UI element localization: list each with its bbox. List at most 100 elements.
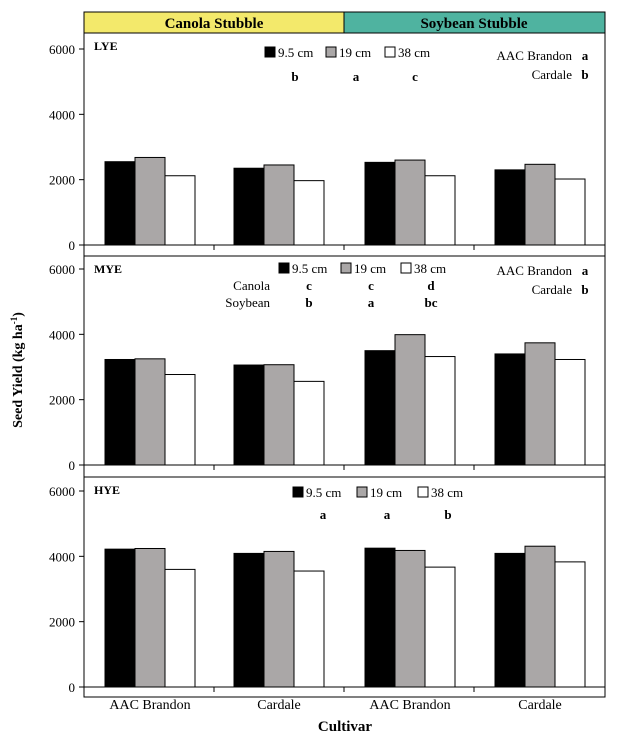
y-tick-label-hye-6000: 6000 [49,484,75,499]
y-tick-label-mye-0: 0 [69,458,76,473]
legend-label-hye-2: 19 cm [370,485,402,500]
legend-label-lye-3: 38 cm [398,45,430,60]
letter-row-label-mye-2: Soybean [225,295,270,310]
bar-mye-19-cm-3 [394,334,426,466]
bar-hye-38-cm-4 [554,561,586,688]
bar-lye-19-cm-3 [394,159,426,246]
bar-mye-19-cm-4 [524,342,556,466]
bar-mye-19-cm-1 [134,358,166,466]
y-tick-label-lye-0: 0 [69,238,76,253]
sig-letter-mye-2-1: b [305,295,312,310]
bar-lye-19-cm-2 [263,164,295,246]
y-tick-label-lye-2000: 2000 [49,173,75,188]
sig-letter-hye-1-2: a [384,507,391,522]
soybean-header-label: Soybean Stubble [420,16,527,32]
y-tick-label-mye-6000: 6000 [49,262,75,277]
legend-swatch-lye-1 [264,46,276,58]
legend-label-mye-1: 9.5 cm [292,261,327,276]
bar-hye-38-cm-1 [164,568,196,688]
bar-lye-9-5-cm-2 [233,167,265,246]
legend-swatch-hye-2 [356,486,368,498]
category-label-4: Cardale [518,698,562,713]
bar-hye-9-5-cm-2 [233,552,265,688]
bar-hye-19-cm-2 [263,550,295,688]
bar-mye-9-5-cm-2 [233,364,265,466]
sig-letter-mye-1-3: d [427,278,435,293]
panel-name-hye: HYE [94,483,120,497]
legend-label-lye-2: 19 cm [339,45,371,60]
category-label-1: AAC Brandon [109,698,190,713]
bar-hye-38-cm-3 [424,566,456,688]
y-tick-label-lye-4000: 4000 [49,107,75,122]
legend-label-mye-2: 19 cm [354,261,386,276]
cultivar-letter-mye-2: b [581,282,588,297]
cultivar-name-mye-1: AAC Brandon [497,263,573,278]
sig-letter-hye-1-1: a [320,507,327,522]
legend-swatch-lye-2 [325,46,337,58]
sig-letter-lye-1-1: b [291,69,298,84]
y-tick-label-mye-2000: 2000 [49,393,75,408]
legend-swatch-mye-1 [278,262,290,274]
legend-label-hye-1: 9.5 cm [306,485,341,500]
legend-label-hye-3: 38 cm [431,485,463,500]
bar-lye-38-cm-2 [293,180,325,246]
bar-hye-19-cm-1 [134,547,166,688]
y-tick-label-hye-4000: 4000 [49,549,75,564]
sig-letter-mye-1-2: c [368,278,374,293]
cultivar-name-lye-1: AAC Brandon [497,48,573,63]
panel-frame-hye [83,476,606,698]
y-tick-label-hye-2000: 2000 [49,615,75,630]
bar-mye-19-cm-2 [263,364,295,466]
y-tick-label-hye-0: 0 [69,680,76,695]
bar-lye-9-5-cm-4 [494,169,526,246]
category-label-3: AAC Brandon [369,698,450,713]
bar-hye-38-cm-2 [293,570,325,688]
panel-name-lye: LYE [94,39,118,53]
sig-letter-lye-1-2: a [353,69,360,84]
sig-letter-hye-1-3: b [444,507,451,522]
cultivar-letter-lye-2: b [581,67,588,82]
legend-label-mye-3: 38 cm [414,261,446,276]
cultivar-name-lye-2: Cardale [532,67,573,82]
cultivar-name-mye-2: Cardale [532,282,573,297]
letter-row-label-mye-1: Canola [233,278,270,293]
bar-mye-9-5-cm-3 [364,350,396,466]
legend-swatch-hye-3 [417,486,429,498]
panel-name-mye: MYE [94,262,122,276]
legend-swatch-hye-1 [292,486,304,498]
y-tick-label-lye-6000: 6000 [49,42,75,57]
bar-lye-9-5-cm-3 [364,161,396,246]
legend-swatch-mye-3 [400,262,412,274]
bar-lye-9-5-cm-1 [104,161,136,246]
bar-mye-38-cm-3 [424,356,456,466]
bar-hye-19-cm-3 [394,549,426,688]
bar-hye-9-5-cm-3 [364,547,396,688]
bar-mye-9-5-cm-1 [104,358,136,466]
category-label-2: Cardale [257,698,301,713]
sig-letter-mye-2-2: a [368,295,375,310]
legend-swatch-mye-2 [340,262,352,274]
bar-mye-38-cm-1 [164,374,196,466]
bar-lye-38-cm-3 [424,175,456,246]
cultivar-letter-mye-1: a [582,263,589,278]
bar-mye-9-5-cm-4 [494,353,526,466]
sig-letter-mye-1-1: c [306,278,312,293]
y-axis-title: Seed Yield (kg ha-1) [9,312,26,428]
bar-hye-19-cm-4 [524,545,556,688]
bar-mye-38-cm-2 [293,380,325,466]
legend-label-lye-1: 9.5 cm [278,45,313,60]
bar-lye-19-cm-1 [134,156,166,246]
canola-header-label: Canola Stubble [165,16,264,32]
bar-hye-9-5-cm-1 [104,548,136,688]
bar-hye-9-5-cm-4 [494,552,526,688]
y-tick-label-mye-4000: 4000 [49,327,75,342]
cultivar-letter-lye-1: a [582,48,589,63]
x-axis-title: Cultivar [318,719,373,735]
bar-mye-38-cm-4 [554,358,586,466]
legend-swatch-lye-3 [384,46,396,58]
bar-lye-19-cm-4 [524,163,556,246]
bar-lye-38-cm-1 [164,175,196,246]
sig-letter-lye-1-3: c [412,69,418,84]
